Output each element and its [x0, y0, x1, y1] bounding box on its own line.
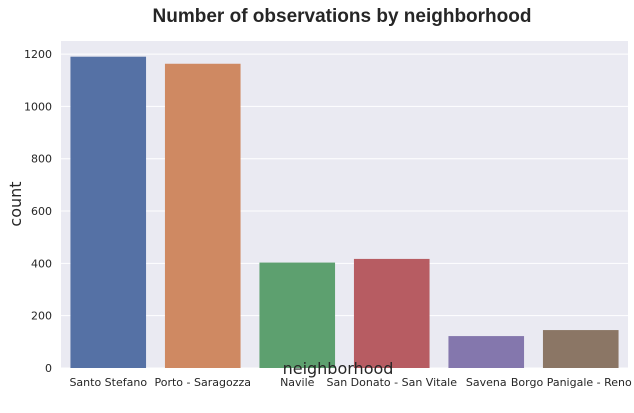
x-tick-label: Savena: [466, 376, 507, 389]
bar: [259, 262, 336, 368]
x-tick-label: Porto - Saragozza: [155, 376, 252, 389]
y-tick-label: 0: [45, 362, 52, 375]
y-tick-label: 1200: [24, 48, 52, 61]
x-tick-label: Navile: [280, 376, 315, 389]
x-tick-labels: Santo Stefano Porto - Saragozza Navile San …: [69, 376, 632, 389]
bar: [542, 330, 619, 368]
y-tick-labels: 0 200 400 600 800 1000 1200: [24, 48, 52, 375]
x-tick-label: Santo Stefano: [69, 376, 147, 389]
bar: [448, 336, 525, 368]
bar: [70, 56, 147, 369]
bars: [70, 56, 619, 369]
y-axis-label: count: [6, 181, 25, 226]
y-tick-label: 200: [31, 310, 52, 323]
x-axis-label: neighborhood: [283, 359, 394, 378]
bar: [164, 63, 241, 368]
chart-title: Number of observations by neighborhood: [153, 6, 532, 27]
y-tick-label: 800: [31, 153, 52, 166]
y-tick-label: 1000: [24, 100, 52, 113]
plot-area: [61, 41, 628, 368]
y-tick-label: 400: [31, 257, 52, 270]
x-tick-label: San Donato - San Vitale: [326, 376, 457, 389]
y-tick-label: 600: [31, 205, 52, 218]
bar: [353, 258, 430, 368]
grid-lines: [61, 53, 628, 369]
x-tick-label: Borgo Panigale - Reno: [511, 376, 632, 389]
